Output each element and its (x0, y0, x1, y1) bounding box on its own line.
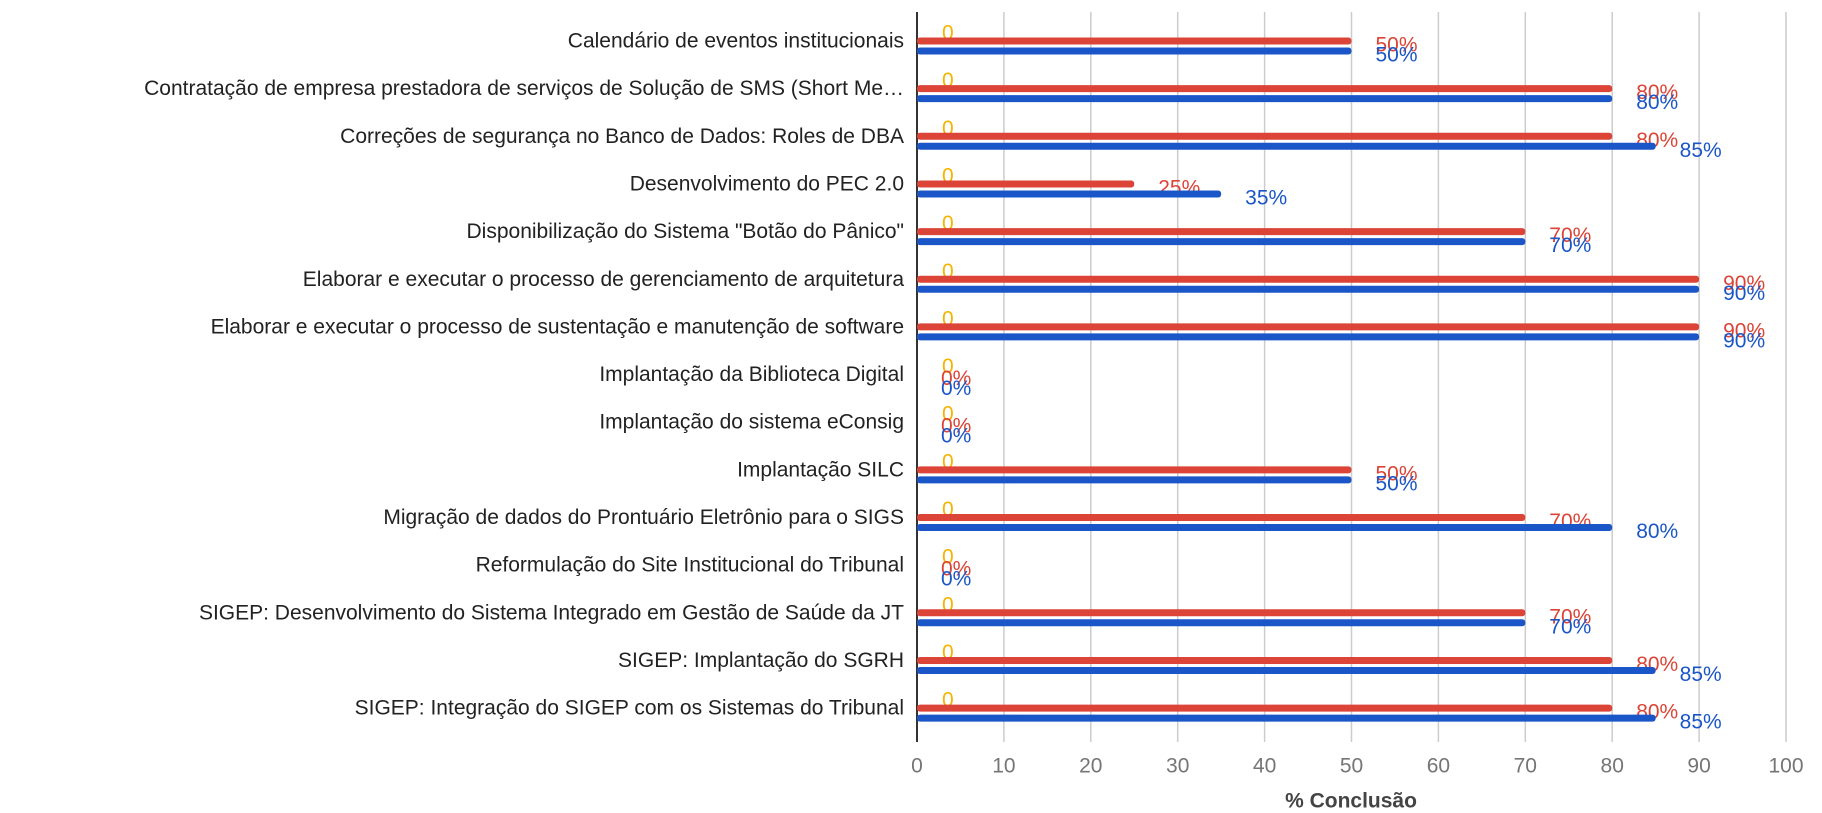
x-tick-label: 20 (1079, 755, 1102, 778)
y-tick-label: Contratação de empresa prestadora de ser… (144, 77, 904, 100)
data-label: 90% (1723, 282, 1765, 305)
data-label: 0% (941, 558, 971, 581)
bar (917, 285, 1700, 293)
x-axis-title: % Conclusão (1285, 790, 1417, 813)
data-label: 0 (942, 593, 954, 616)
data-label: 85% (1680, 663, 1722, 686)
bar (917, 85, 1613, 93)
bar (917, 524, 1613, 531)
y-tick-label: Correções de segurança no Banco de Dados… (340, 125, 904, 148)
data-label: 0 (942, 546, 954, 569)
x-tick-label: 80 (1601, 755, 1624, 778)
bar (917, 609, 1526, 617)
data-label: 0 (942, 164, 954, 187)
bar (917, 704, 1613, 712)
y-tick-label: Implantação SILC (737, 458, 904, 481)
data-label: 0% (941, 568, 971, 591)
data-label: 90% (1723, 329, 1765, 352)
data-label: 0 (942, 212, 954, 235)
data-label: 0 (942, 641, 954, 664)
bar (917, 37, 1352, 45)
data-label: 0% (941, 367, 971, 390)
y-tick-label: Implantação da Biblioteca Digital (599, 363, 904, 386)
data-label: 70% (1549, 605, 1591, 628)
x-tick-label: 70 (1514, 755, 1537, 778)
bar (917, 619, 1526, 627)
x-tick-label: 40 (1253, 755, 1276, 778)
data-label: 85% (1680, 139, 1722, 162)
data-label: 0% (941, 377, 971, 400)
data-label: 90% (1723, 319, 1765, 342)
bar (917, 476, 1352, 484)
data-label: 35% (1245, 186, 1287, 209)
y-tick-label: Disponibilização do Sistema "Botão do Pâ… (467, 220, 905, 243)
data-label: 50% (1376, 472, 1418, 495)
data-label: 85% (1680, 711, 1722, 734)
bar (917, 466, 1352, 474)
x-tick-label: 50 (1340, 755, 1363, 778)
y-tick-label: SIGEP: Integração do SIGEP com os Sistem… (355, 697, 904, 720)
data-label: 0 (942, 498, 954, 521)
bar (917, 238, 1526, 246)
data-label: 0 (942, 355, 954, 378)
data-label: 0 (942, 22, 954, 45)
data-label: 70% (1549, 234, 1591, 257)
x-tick-label: 0 (911, 755, 923, 778)
x-tick-label: 90 (1687, 755, 1710, 778)
data-label: 80% (1636, 91, 1678, 114)
y-tick-label: Migração de dados do Prontuário Eletrôni… (383, 506, 904, 529)
bar (917, 47, 1352, 55)
data-label: 0 (942, 450, 954, 473)
y-tick-label: SIGEP: Implantação do SGRH (618, 649, 904, 672)
data-label: 0% (941, 415, 971, 438)
data-label: 80% (1636, 520, 1678, 543)
data-label: 0 (942, 689, 954, 712)
bar (917, 656, 1613, 664)
x-tick-label: 100 (1768, 755, 1803, 778)
bar (917, 323, 1700, 331)
data-label: 0 (942, 403, 954, 426)
bar (917, 180, 1135, 188)
x-tick-label: 60 (1427, 755, 1450, 778)
y-tick-label: SIGEP: Desenvolvimento do Sistema Integr… (199, 601, 904, 624)
bar (917, 514, 1526, 521)
x-tick-label: 30 (1166, 755, 1189, 778)
data-label: 0 (942, 307, 954, 330)
data-label: 0% (941, 425, 971, 448)
bar (917, 275, 1700, 283)
y-tick-label: Reformulação do Site Institucional do Tr… (476, 554, 904, 577)
bar (917, 333, 1700, 341)
data-label: 70% (1549, 615, 1591, 638)
data-label: 70% (1549, 224, 1591, 247)
y-tick-label: Elaborar e executar o processo de gerenc… (303, 268, 905, 291)
y-tick-label: Desenvolvimento do PEC 2.0 (630, 172, 904, 195)
data-label: 90% (1723, 272, 1765, 295)
y-tick-label: Implantação do sistema eConsig (599, 411, 904, 434)
bar (917, 190, 1222, 198)
data-label: 0 (942, 69, 954, 92)
bar (917, 228, 1526, 236)
bar (917, 95, 1613, 103)
bar (917, 714, 1656, 722)
bar (917, 666, 1656, 674)
data-label: 50% (1376, 34, 1418, 57)
data-label: 50% (1376, 44, 1418, 67)
data-label: 50% (1376, 462, 1418, 485)
bar (917, 132, 1613, 140)
y-tick-label: Calendário de eventos institucionais (568, 30, 904, 53)
bar (917, 142, 1656, 150)
data-label: 80% (1636, 81, 1678, 104)
data-label: 0 (942, 117, 954, 140)
x-tick-label: 10 (992, 755, 1015, 778)
y-tick-label: Elaborar e executar o processo de susten… (211, 315, 904, 338)
data-label: 0 (942, 260, 954, 283)
